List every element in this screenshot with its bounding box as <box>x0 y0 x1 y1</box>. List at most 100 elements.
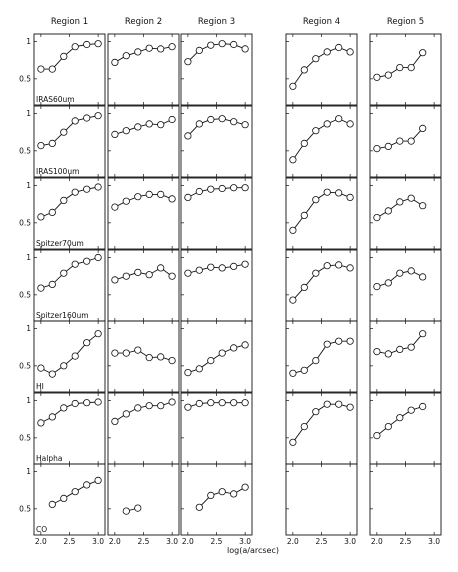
panel-r5-c3 <box>180 320 253 393</box>
data-point <box>373 431 381 440</box>
x-tick-label: 2.5 <box>138 537 150 546</box>
series-line <box>292 47 351 87</box>
data-point <box>218 399 226 407</box>
y-tick-label: 0.5 <box>19 361 31 370</box>
data-point <box>94 112 102 120</box>
y-tick-label: 0.5 <box>19 290 31 299</box>
panel-r6-c2 <box>107 392 180 465</box>
data-point <box>289 82 297 90</box>
x-tick-label: 3.0 <box>166 537 178 546</box>
series-line <box>292 118 351 161</box>
series-line <box>40 43 99 70</box>
data-point <box>60 362 68 370</box>
panel-r4-c3 <box>180 249 253 322</box>
data-point <box>37 65 45 73</box>
column-title-2: Region 2 <box>125 17 162 27</box>
data-point <box>207 115 215 124</box>
series-line <box>40 333 99 375</box>
data-point <box>60 404 68 412</box>
panel-r6-c4 <box>285 392 358 465</box>
panel-r2-c1: 0.5 1 IRAS100um <box>19 105 106 178</box>
column-title-1: Region 1 <box>51 17 88 27</box>
data-point <box>94 398 102 406</box>
panel-r4-c2 <box>107 249 180 322</box>
data-point <box>157 121 165 129</box>
data-point <box>71 260 79 268</box>
data-point <box>346 337 354 345</box>
panel-frame <box>285 105 358 178</box>
panel-frame <box>107 105 180 178</box>
y-tick-label: 1 <box>26 109 31 118</box>
data-point <box>134 268 142 276</box>
data-point <box>300 66 308 74</box>
data-point <box>94 253 102 262</box>
data-point <box>134 404 142 412</box>
data-point <box>157 45 165 53</box>
panel-r6-c1: 0.5 1 Halpha <box>19 392 106 465</box>
data-point <box>134 346 142 354</box>
data-point <box>335 189 343 197</box>
data-point <box>94 330 102 338</box>
data-point <box>83 481 91 489</box>
data-point <box>396 137 404 145</box>
data-point <box>289 226 297 234</box>
data-point <box>157 264 165 272</box>
data-point <box>241 483 249 491</box>
row-label-3: Spitzer70um <box>36 239 84 248</box>
x-tick-label: 3.0 <box>92 537 104 546</box>
data-point <box>230 490 238 498</box>
data-point <box>300 211 308 219</box>
data-point <box>289 296 297 304</box>
panel-r3-c4 <box>285 177 358 250</box>
row-label-4: Spitzer160um <box>36 311 89 320</box>
data-point <box>241 184 249 192</box>
panel-frame <box>107 249 180 322</box>
panel-r1-c3 <box>180 33 253 106</box>
data-point <box>71 188 79 196</box>
data-point <box>145 271 153 279</box>
data-point <box>419 124 427 132</box>
data-point <box>157 190 165 198</box>
data-point <box>323 400 331 408</box>
data-point <box>218 40 226 48</box>
data-point <box>71 399 79 408</box>
data-point <box>289 438 297 446</box>
y-tick-label: 1 <box>26 181 31 190</box>
x-tick-label: 2.5 <box>64 537 76 546</box>
panel-r7-c5: 2.0 2.5 3.0 <box>369 463 442 546</box>
data-point <box>37 419 45 427</box>
data-point <box>218 488 226 496</box>
panel-r4-c4 <box>285 249 358 322</box>
panel-r3-c5 <box>369 177 442 250</box>
data-point <box>396 345 404 353</box>
panel-frame <box>285 177 358 250</box>
data-point <box>230 118 238 126</box>
series-line <box>292 264 351 301</box>
y-tick-label: 1 <box>26 396 31 405</box>
panel-r2-c4 <box>285 105 358 178</box>
data-point <box>218 184 226 193</box>
row-label-2: IRAS100um <box>36 167 79 176</box>
data-point <box>48 370 56 378</box>
panel-r7-c2: 2.0 2.5 3.0 <box>107 463 180 546</box>
data-point <box>145 44 153 52</box>
data-point <box>37 364 45 372</box>
data-point <box>207 491 215 499</box>
panel-frame <box>33 320 106 393</box>
data-point <box>241 121 249 129</box>
data-point <box>384 422 392 431</box>
data-point <box>60 196 68 204</box>
panel-r2-c5 <box>369 105 442 178</box>
data-point <box>122 349 130 357</box>
data-point <box>83 185 91 193</box>
data-point <box>218 115 226 123</box>
data-point <box>145 353 153 362</box>
panel-frame <box>180 105 253 178</box>
y-tick-label: 0.5 <box>19 218 31 227</box>
y-tick-label: 0.5 <box>19 74 31 83</box>
data-point <box>230 40 238 49</box>
data-point <box>168 398 176 406</box>
panel-r1-c2 <box>107 33 180 106</box>
data-point <box>168 272 176 280</box>
data-point <box>323 120 331 128</box>
